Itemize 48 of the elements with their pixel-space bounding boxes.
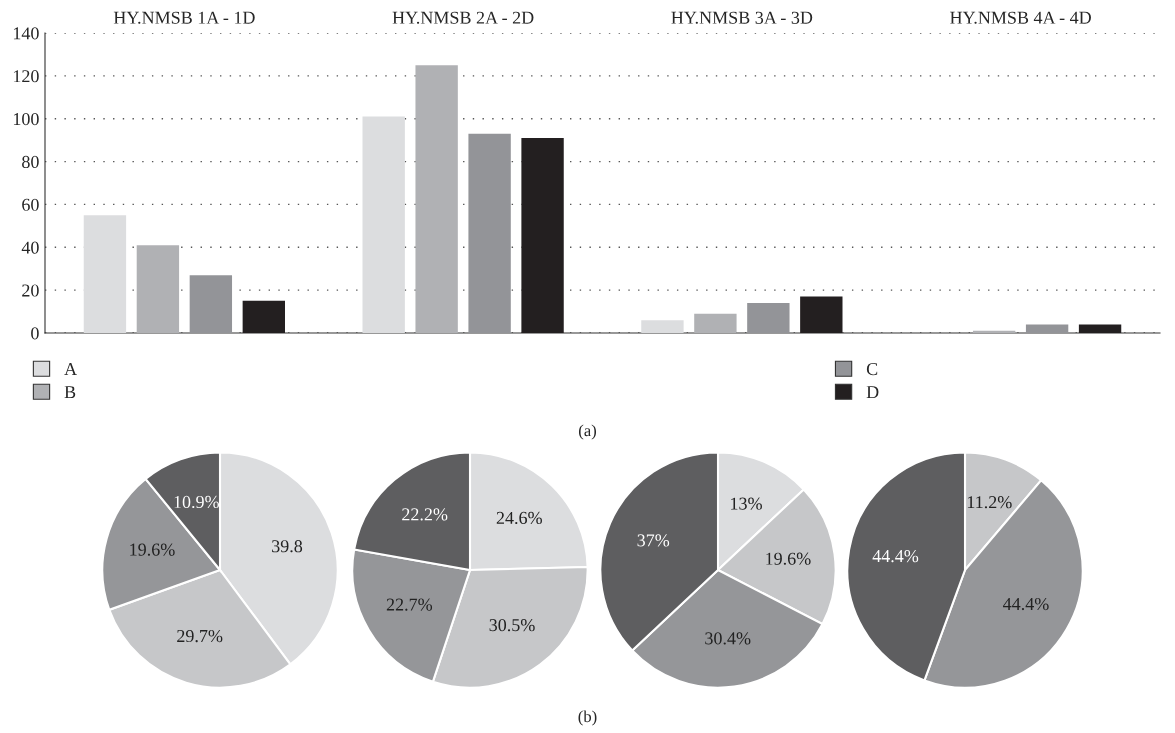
bar — [136, 245, 180, 333]
data-label: 22.7% — [386, 598, 433, 611]
data-label: 22.2% — [402, 508, 448, 521]
bar — [83, 215, 127, 333]
bar — [800, 296, 843, 333]
data-label: 37% — [637, 534, 670, 547]
data-label: 39.8 — [272, 540, 303, 553]
x-tick-label: HY.NMSB 2A - 2D — [392, 11, 534, 24]
data-label: 30.4% — [705, 632, 751, 645]
bar — [1078, 324, 1122, 333]
data-label: 10.9% — [174, 495, 219, 509]
data-label: 44.4% — [872, 549, 919, 563]
x-tick-label: HY.NMSB 3A - 3D — [671, 11, 813, 24]
bar — [747, 303, 790, 333]
bar — [1025, 324, 1069, 333]
y-tick-label: 0 — [31, 327, 39, 340]
data-label: 19.6% — [766, 552, 811, 565]
bar — [468, 133, 511, 333]
bar — [362, 116, 405, 333]
x-tick-label: HY.NMSB 4A - 4D — [950, 11, 1091, 24]
data-label: 13% — [731, 497, 762, 510]
y-tick-label: 140 — [13, 27, 39, 40]
y-tick-label: 60 — [22, 198, 39, 211]
data-label: 29.7% — [177, 629, 223, 643]
bar — [415, 65, 458, 333]
data-label: 30.5% — [489, 619, 535, 632]
y-tick-label: 80 — [22, 155, 39, 169]
text: (b) — [578, 710, 597, 726]
bar — [242, 300, 285, 333]
data-label: 11.2% — [967, 496, 1012, 509]
y-tick-label: 40 — [21, 241, 39, 254]
x-tick-label: HY.NMSB 1A - 1D — [113, 11, 255, 24]
bar — [694, 313, 737, 333]
data-label: 19.6% — [130, 543, 175, 556]
legend-label: C — [866, 363, 878, 376]
bar — [972, 330, 1016, 333]
text: (a) — [578, 424, 597, 440]
legend-label: D — [866, 386, 879, 398]
legend-label: B — [64, 386, 76, 399]
bar — [521, 138, 564, 333]
data-label: 24.6% — [496, 511, 542, 525]
bar — [189, 275, 233, 333]
y-tick-label: 120 — [13, 70, 39, 83]
legend-label: A — [64, 363, 77, 375]
y-tick-label: 100 — [13, 112, 39, 126]
y-tick-label: 20 — [22, 284, 39, 297]
data-label: 44.4% — [1003, 597, 1049, 611]
bar — [641, 320, 684, 333]
